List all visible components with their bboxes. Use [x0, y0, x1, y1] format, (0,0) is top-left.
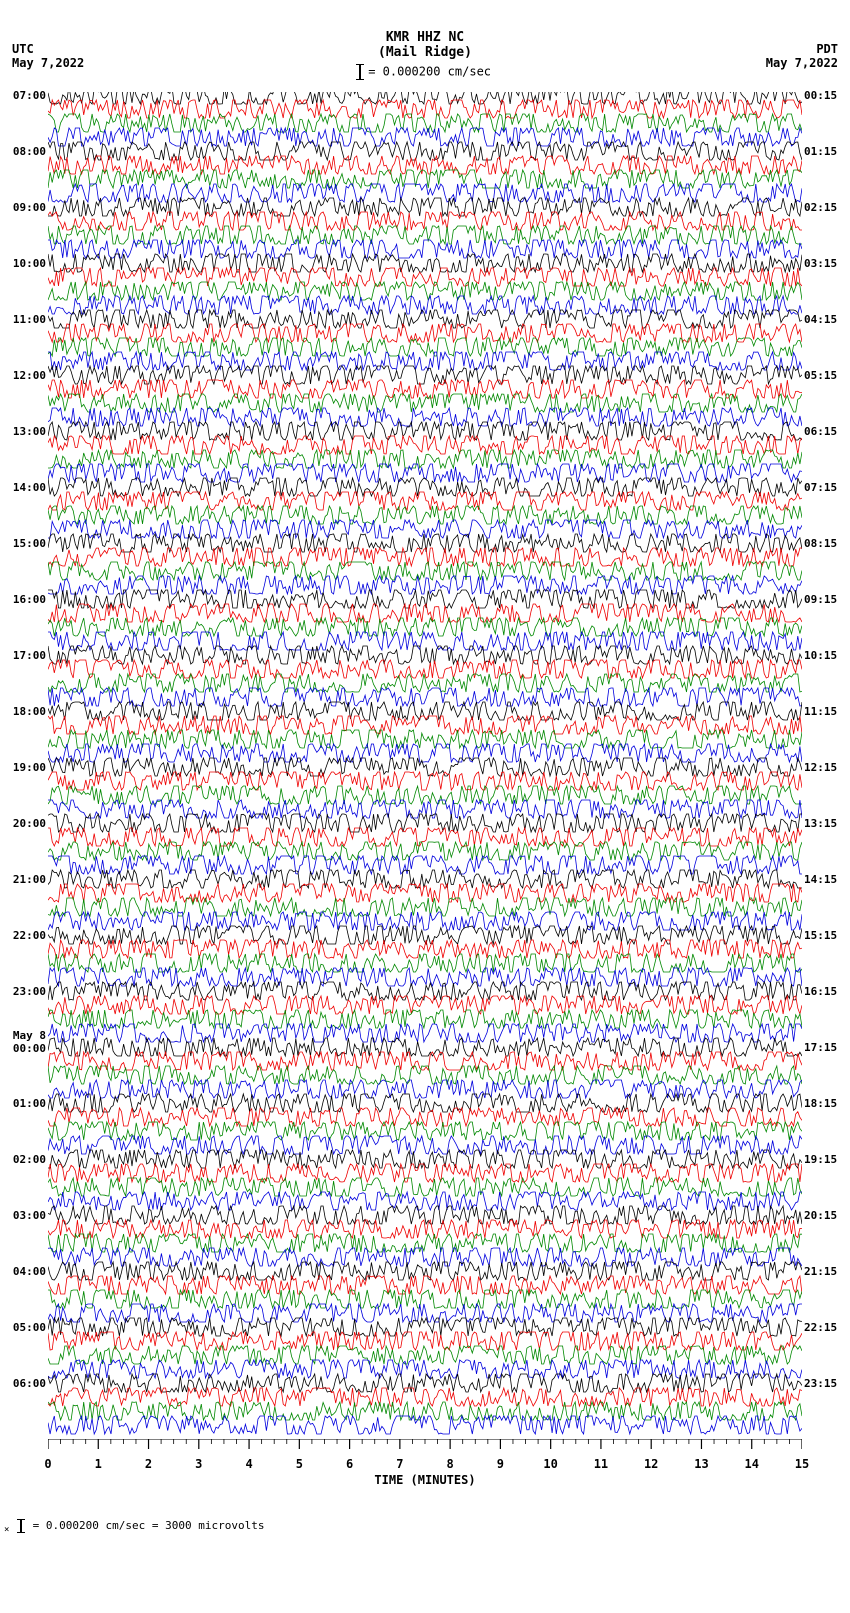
utc-label: 02:00	[13, 1153, 46, 1166]
utc-label: 20:00	[13, 817, 46, 830]
utc-hour-labels: 07:00 08:00 09:00 10:00 11:00 12:00 13:00 14:00…	[4, 92, 46, 1439]
x-tick-label: 4	[245, 1457, 252, 1471]
x-axis-title: TIME (MINUTES)	[374, 1473, 475, 1487]
tz-right-label: PDT	[816, 42, 838, 56]
pdt-label: 06:15	[804, 425, 837, 438]
x-tick-label: 7	[396, 1457, 403, 1471]
pdt-label: 16:15	[804, 985, 837, 998]
pdt-label: 01:15	[804, 145, 837, 158]
utc-label: 18:00	[13, 705, 46, 718]
utc-label: May 8 00:00	[13, 1029, 46, 1055]
utc-label: 14:00	[13, 481, 46, 494]
pdt-hour-labels: 00:15 01:15 02:15 03:15 04:15 05:15 06:15 07:15…	[804, 92, 846, 1439]
utc-label: 13:00	[13, 425, 46, 438]
utc-label: 06:00	[13, 1377, 46, 1390]
utc-label: 17:00	[13, 649, 46, 662]
x-tick-label: 8	[447, 1457, 454, 1471]
x-tick-label: 2	[145, 1457, 152, 1471]
pdt-label: 22:15	[804, 1321, 837, 1334]
utc-label: 22:00	[13, 929, 46, 942]
pdt-label: 23:15	[804, 1377, 837, 1390]
pdt-label: 13:15	[804, 817, 837, 830]
utc-label: 09:00	[13, 201, 46, 214]
pdt-label: 18:15	[804, 1097, 837, 1110]
pdt-label: 07:15	[804, 481, 837, 494]
tz-left-label: UTC	[12, 42, 34, 56]
pdt-label: 03:15	[804, 257, 837, 270]
x-tick-label: 15	[795, 1457, 809, 1471]
x-tick-label: 12	[644, 1457, 658, 1471]
utc-label: 23:00	[13, 985, 46, 998]
x-tick-label: 6	[346, 1457, 353, 1471]
x-tick-label: 10	[543, 1457, 557, 1471]
x-tick-label: 14	[744, 1457, 758, 1471]
pdt-label: 15:15	[804, 929, 837, 942]
utc-label: 01:00	[13, 1097, 46, 1110]
location-title: (Mail Ridge)	[0, 45, 850, 60]
pdt-label: 20:15	[804, 1209, 837, 1222]
seismogram-traces	[48, 92, 802, 1439]
pdt-label: 02:15	[804, 201, 837, 214]
x-tick-label: 3	[195, 1457, 202, 1471]
pdt-label: 10:15	[804, 649, 837, 662]
x-tick-label: 13	[694, 1457, 708, 1471]
footer-scale: × = 0.000200 cm/sec = 3000 microvolts	[4, 1519, 850, 1535]
pdt-label: 11:15	[804, 705, 837, 718]
date-right-label: May 7,2022	[766, 56, 838, 70]
utc-label: 11:00	[13, 313, 46, 326]
x-tick-label: 11	[594, 1457, 608, 1471]
scale-bar-icon	[359, 64, 361, 80]
utc-label: 19:00	[13, 761, 46, 774]
utc-label: 12:00	[13, 369, 46, 382]
utc-label: 08:00	[13, 145, 46, 158]
x-tick-label: 5	[296, 1457, 303, 1471]
footer-text: = 0.000200 cm/sec = 3000 microvolts	[33, 1519, 265, 1532]
utc-label: 16:00	[13, 593, 46, 606]
pdt-label: 09:15	[804, 593, 837, 606]
utc-label: 04:00	[13, 1265, 46, 1278]
pdt-label: 04:15	[804, 313, 837, 326]
pdt-label: 19:15	[804, 1153, 837, 1166]
utc-label: 15:00	[13, 537, 46, 550]
x-tick-label: 9	[497, 1457, 504, 1471]
scale-bar-icon	[20, 1519, 22, 1533]
pdt-label: 14:15	[804, 873, 837, 886]
x-axis-ticks	[48, 1439, 802, 1457]
utc-label: 07:00	[13, 89, 46, 102]
utc-label: 05:00	[13, 1321, 46, 1334]
scale-text: = 0.000200 cm/sec	[368, 65, 491, 79]
x-tick-label: 1	[95, 1457, 102, 1471]
plot-area: 07:0008:0009:0010:0011:0012:0013:0014:00…	[48, 92, 802, 1439]
pdt-label: 05:15	[804, 369, 837, 382]
pdt-label: 08:15	[804, 537, 837, 550]
x-axis: 0123456789101112131415 TIME (MINUTES)	[48, 1439, 802, 1489]
x-tick-label: 0	[44, 1457, 51, 1471]
pdt-label: 21:15	[804, 1265, 837, 1278]
date-left-label: May 7,2022	[12, 56, 84, 70]
pdt-label: 00:15	[804, 89, 837, 102]
station-title: KMR HHZ NC	[0, 0, 850, 45]
scale-header: = 0.000200 cm/sec	[0, 64, 850, 80]
utc-label: 21:00	[13, 873, 46, 886]
utc-label: 10:00	[13, 257, 46, 270]
utc-label: 03:00	[13, 1209, 46, 1222]
helicorder-container: UTC May 7,2022 PDT May 7,2022 KMR HHZ NC…	[0, 0, 850, 1535]
pdt-label: 12:15	[804, 761, 837, 774]
pdt-label: 17:15	[804, 1041, 837, 1054]
